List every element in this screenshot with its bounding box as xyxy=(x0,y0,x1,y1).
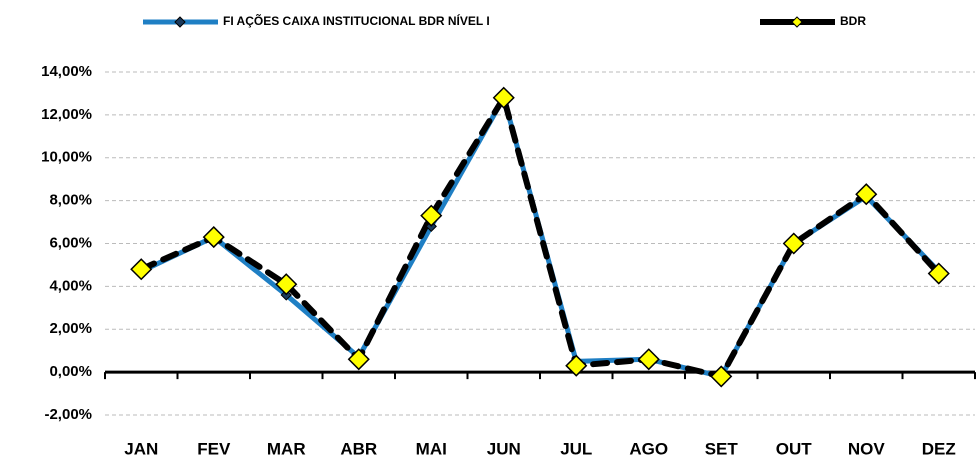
legend-marker xyxy=(791,16,803,28)
y-tick-label: -2,00% xyxy=(44,406,92,423)
point-marker xyxy=(202,226,225,249)
y-tick-label: 12,00% xyxy=(41,106,92,123)
x-tick-label: JUL xyxy=(560,439,592,458)
x-tick-label: OUT xyxy=(776,439,813,458)
series-line xyxy=(138,90,942,380)
point-marker xyxy=(347,348,370,371)
point-marker xyxy=(420,204,443,227)
x-tick-label: DEZ xyxy=(922,439,956,458)
point-marker xyxy=(855,183,878,206)
x-tick-label: JUN xyxy=(487,439,521,458)
x-tick-label: MAI xyxy=(416,439,447,458)
x-tick-label: SET xyxy=(705,439,739,458)
point-marker xyxy=(275,273,298,296)
legend-marker xyxy=(174,16,186,28)
x-tick-label: FEV xyxy=(197,439,231,458)
y-tick-label: 4,00% xyxy=(49,277,92,294)
y-tick-label: 0,00% xyxy=(49,363,92,380)
x-tick-label: MAR xyxy=(267,439,306,458)
point-marker xyxy=(782,232,805,255)
point-marker xyxy=(492,86,515,109)
legend-label: BDR xyxy=(840,14,866,28)
x-tick-label: JAN xyxy=(124,439,158,458)
x-tick-label: NOV xyxy=(848,439,886,458)
y-tick-label: 2,00% xyxy=(49,320,92,337)
point-marker xyxy=(637,348,660,371)
point-marker xyxy=(565,354,588,377)
y-tick-label: 10,00% xyxy=(41,149,92,166)
point-marker xyxy=(710,365,733,388)
legend-label: FI AÇÕES CAIXA INSTITUCIONAL BDR NÍVEL I xyxy=(223,13,490,28)
x-tick-label: AGO xyxy=(629,439,668,458)
x-tick-label: ABR xyxy=(340,439,377,458)
point-marker xyxy=(130,258,153,281)
y-tick-label: 14,00% xyxy=(41,63,92,80)
y-tick-label: 8,00% xyxy=(49,192,92,209)
point-marker xyxy=(927,262,950,285)
series-line xyxy=(140,95,941,379)
y-tick-label: 6,00% xyxy=(49,234,92,251)
